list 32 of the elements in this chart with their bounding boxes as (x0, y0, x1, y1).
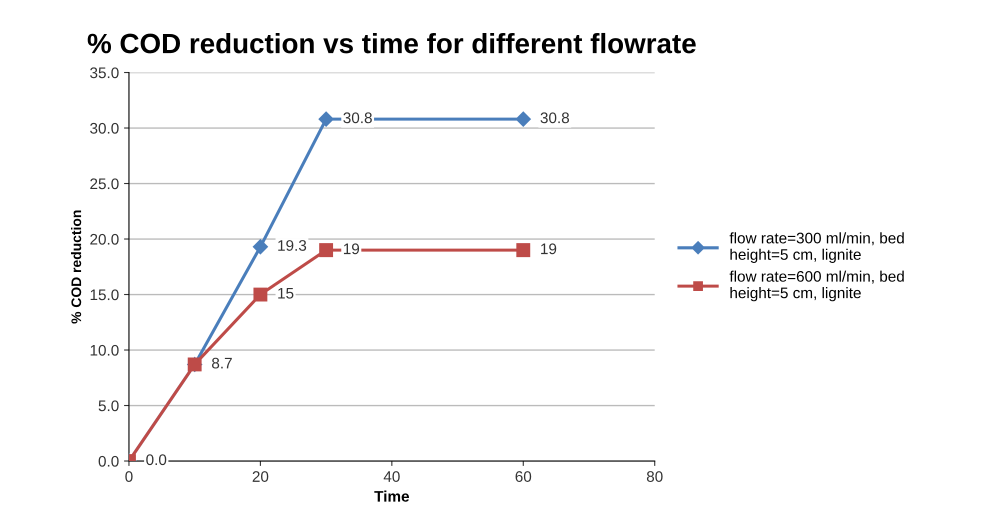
data-label: 8.7 (212, 358, 232, 369)
y-tick-label: 5.0 (98, 400, 119, 412)
data-label: 0.0 (146, 454, 166, 466)
data-label: 30.8 (343, 112, 372, 124)
y-tick-label: 20.0 (90, 234, 119, 245)
point (319, 243, 334, 258)
data-label: 19 (344, 243, 360, 254)
point (252, 239, 268, 254)
chart-title: % COD reduction vs time for different flowrate (88, 32, 696, 54)
y-tick-label: 0.0 (98, 456, 119, 467)
legend-label: flow rate=600 ml/min, bed height=5 cm, lignite (730, 270, 904, 302)
data-label: 30.8 (540, 112, 570, 124)
x-axis-title: Time (374, 490, 410, 502)
legend-label: flow rate=300 ml/min, bed height=5 cm, lignite (730, 232, 904, 263)
y-tick-label: 15.0 (90, 289, 119, 300)
point (516, 112, 531, 127)
data-label: 19.3 (278, 240, 306, 251)
y-tick-label: 10.0 (90, 344, 119, 356)
y-tick-label: 30.0 (90, 122, 119, 134)
x-tick-label: 80 (646, 471, 663, 482)
point (516, 243, 530, 258)
x-tick-label: 0 (125, 471, 133, 482)
point (253, 288, 268, 302)
y-axis-title: % COD reduction (71, 210, 82, 324)
y-tick-label: 25.0 (90, 178, 119, 190)
data-label: 19 (541, 243, 556, 254)
data-label: 15 (278, 288, 294, 299)
y-tick-label: 35.0 (90, 67, 119, 78)
x-tick-label: 20 (252, 471, 268, 482)
x-tick-label: 60 (516, 471, 532, 482)
point (318, 112, 334, 127)
x-tick-label: 40 (384, 471, 400, 482)
